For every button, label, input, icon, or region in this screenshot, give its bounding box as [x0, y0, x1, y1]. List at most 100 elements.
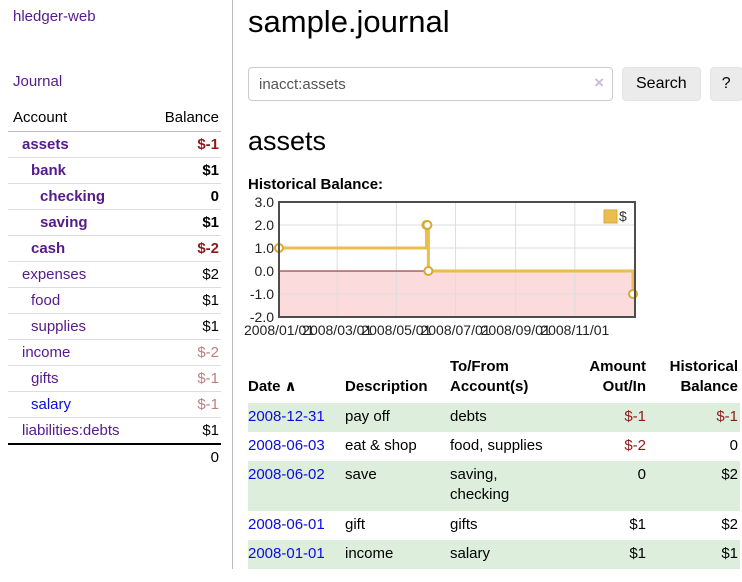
transaction-date-link[interactable]: 2008-06-01: [248, 515, 325, 533]
register-row: 2008-06-01 gift gifts $1 $2: [248, 511, 740, 540]
register-table: Date ∧ Description To/From Account(s) Amo…: [248, 355, 740, 569]
accounts-balance-table: Account Balance assets $-1 bank $1 checking 0…: [8, 105, 221, 470]
transaction-description: save: [345, 466, 377, 483]
transaction-balance: $1: [721, 544, 738, 562]
transaction-description: pay off: [345, 407, 390, 425]
accounts-total-row: 0: [8, 443, 221, 470]
account-row: supplies $1: [8, 313, 221, 340]
data-point-marker: [422, 220, 433, 230]
sort-ascending-icon: ∧: [284, 378, 297, 396]
register-row: 2008-12-31 pay off debts $-1 $-1: [248, 402, 740, 432]
account-row: income $-2: [8, 339, 221, 366]
register-header-date-label: Date: [248, 378, 281, 396]
account-row: bank $1: [8, 157, 221, 184]
transaction-amount: $1: [629, 515, 646, 533]
account-link[interactable]: food: [31, 292, 61, 309]
y-tick-label: 3.0: [255, 194, 275, 210]
y-tick-label: 1.0: [255, 240, 275, 256]
transaction-date-link[interactable]: 2008-06-03: [248, 436, 325, 454]
transaction-date-link[interactable]: 2008-06-02: [248, 466, 325, 483]
account-balance: $1: [145, 209, 221, 236]
register-header-date[interactable]: Date ∧: [248, 355, 345, 403]
account-row: gifts $-1: [8, 365, 221, 392]
account-balance: $1: [145, 287, 221, 314]
account-link[interactable]: expenses: [22, 266, 87, 283]
transaction-date-link[interactable]: 2008-12-31: [248, 407, 325, 425]
clear-search-icon[interactable]: ×: [594, 73, 604, 92]
account-row: liabilities:debts $1: [8, 417, 221, 444]
page-title: sample.journal: [248, 4, 450, 39]
account-row: expenses $2: [8, 261, 221, 288]
transaction-accounts: debts: [450, 407, 487, 425]
transaction-accounts: salary: [450, 544, 491, 562]
sidebar-item-journal[interactable]: Journal: [13, 73, 63, 90]
accounts-table-header-account: Account: [8, 105, 146, 132]
transaction-description: income: [345, 544, 394, 562]
y-tick-label: -2.0: [250, 309, 274, 325]
account-balance: 0: [145, 183, 221, 210]
main-content: sample.journal × Search ? assets Histori…: [233, 0, 742, 569]
account-balance: $-2: [145, 235, 221, 262]
x-tick-label: 2008/05/01: [361, 322, 431, 338]
data-point-marker: [423, 266, 434, 276]
account-link[interactable]: salary: [31, 396, 72, 413]
app-window: hledger-web Journal Account Balance asse…: [8, 0, 742, 569]
account-link[interactable]: income: [22, 344, 71, 361]
account-link[interactable]: liabilities:debts: [22, 422, 120, 439]
account-link[interactable]: bank: [31, 162, 67, 179]
transaction-amount: 0: [637, 466, 646, 483]
search-input[interactable]: [248, 67, 613, 101]
search-field-wrap: ×: [248, 67, 613, 101]
accounts-total-value: 0: [145, 443, 221, 470]
account-balance: $-1: [197, 136, 219, 153]
account-row: food $1: [8, 287, 221, 314]
legend-label: $: [619, 208, 627, 224]
app-title-link[interactable]: hledger-web: [13, 8, 96, 25]
x-tick-label: 2008/09/01: [481, 322, 551, 338]
register-row: 2008-01-01 income salary $1 $1: [248, 539, 740, 569]
account-balance: $1: [145, 157, 221, 184]
account-balance: $-1: [145, 391, 221, 418]
account-link[interactable]: gifts: [31, 370, 59, 387]
transaction-description: gift: [345, 515, 366, 533]
y-tick-label: 0.0: [255, 263, 275, 279]
account-link[interactable]: cash: [31, 240, 66, 257]
x-tick-label: 2008/07/01: [420, 322, 490, 338]
chart-border: [278, 201, 636, 318]
search-button[interactable]: Search: [622, 67, 701, 101]
account-balance: $-1: [145, 365, 221, 392]
register-header-balance: Historical Balance: [669, 358, 738, 396]
transaction-description: eat & shop: [345, 436, 417, 454]
x-tick-label: 2008/01/01: [244, 322, 314, 338]
transaction-accounts: gifts: [450, 515, 478, 533]
transaction-amount: $-2: [624, 436, 646, 454]
chart-title: Historical Balance:: [248, 176, 384, 193]
register-row: 2008-06-03 eat & shop food, supplies $-2 0: [248, 432, 740, 461]
register-header-amount: Amount Out/In: [589, 358, 646, 396]
transaction-balance: $-1: [716, 407, 738, 425]
legend-swatch: [603, 209, 618, 224]
historical-balance-chart: $3.0 2.0 1.0 0.0 -1.0 -2.0 2008/01/01 2008/03/0…: [244, 194, 742, 340]
x-tick-label: 2008/03/01: [302, 322, 372, 338]
account-row: salary $-1: [8, 391, 221, 418]
x-tick-label: 2008/11/01: [540, 322, 609, 338]
y-tick-label: -1.0: [250, 286, 274, 302]
transaction-balance: $2: [721, 466, 738, 483]
transaction-amount: $-1: [624, 407, 646, 425]
account-balance: $1: [145, 313, 221, 340]
transaction-date-link[interactable]: 2008-01-01: [248, 544, 325, 562]
account-balance: $1: [145, 417, 221, 444]
transaction-accounts: food, supplies: [450, 436, 543, 454]
account-link[interactable]: saving: [40, 214, 88, 231]
account-balance: $2: [145, 261, 221, 288]
transaction-accounts: saving, checking: [450, 466, 510, 504]
transaction-amount: $1: [629, 544, 646, 562]
help-button[interactable]: ?: [709, 67, 742, 101]
y-tick-label: 2.0: [255, 217, 275, 233]
accounts-table-header-balance: Balance: [145, 105, 221, 132]
account-link[interactable]: supplies: [31, 318, 87, 335]
account-link[interactable]: assets: [22, 136, 69, 153]
account-heading: assets: [248, 126, 327, 156]
account-link[interactable]: checking: [40, 188, 106, 205]
transaction-balance: $2: [721, 515, 738, 533]
